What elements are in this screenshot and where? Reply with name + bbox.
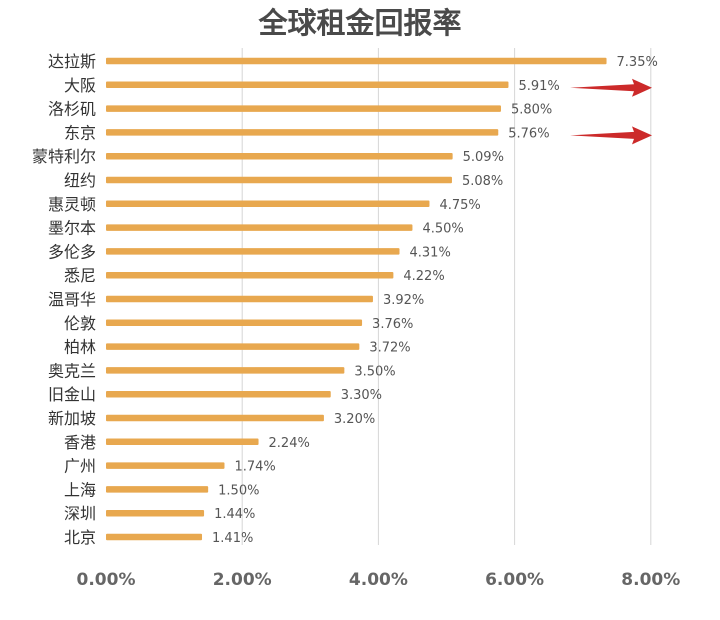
category-label-20: 北京 [64,528,96,547]
bar-13 [106,367,345,374]
bar-20 [106,533,203,541]
x-tick-label-3: 6.00% [485,570,544,590]
bar-15 [106,414,324,422]
bar-14 [106,390,331,398]
category-label-6: 惠灵顿 [48,195,96,214]
value-label-15: 3.20% [334,412,375,427]
category-label-12: 柏林 [64,338,96,357]
category-label-18: 上海 [64,480,96,499]
x-tick-label-1: 2.00% [213,570,272,590]
bar-9 [106,271,394,279]
value-label-7: 4.50% [422,222,463,237]
category-label-7: 墨尔本 [48,219,96,238]
bar-1 [106,81,509,89]
value-label-8: 4.31% [410,245,451,260]
category-label-1: 大阪 [64,76,96,95]
value-label-4: 5.09% [463,150,504,165]
bar-5 [106,176,452,184]
x-tick-label-4: 8.00% [621,570,680,590]
bar-0 [106,57,607,65]
category-label-19: 深圳 [64,504,96,523]
category-label-17: 广州 [64,457,96,476]
value-label-20: 1.41% [212,531,253,546]
value-label-14: 3.30% [341,388,382,403]
bar-6 [106,200,430,208]
category-label-11: 伦敦 [64,314,96,333]
value-label-0: 7.35% [617,55,658,70]
category-label-15: 新加坡 [48,409,96,428]
bar-3 [106,129,499,136]
bar-8 [106,248,400,255]
bar-11 [106,319,363,327]
highlight-arrow-icon-1 [570,126,652,145]
category-label-9: 悉尼 [64,266,96,285]
x-tick-label-0: 0.00% [77,570,136,590]
category-label-8: 多伦多 [48,242,96,261]
x-tick-label-2: 4.00% [349,570,408,590]
bar-16 [106,438,259,446]
bar-10 [106,295,373,303]
bar-18 [106,486,209,493]
value-label-16: 2.24% [269,436,310,451]
category-label-10: 温哥华 [48,290,96,309]
category-label-13: 奥克兰 [48,361,96,380]
chart-title: 全球租金回报率 [257,6,461,40]
category-label-14: 旧金山 [48,385,96,404]
value-label-6: 4.75% [439,198,480,213]
bar-2 [106,105,501,112]
value-label-2: 5.80% [511,103,552,118]
value-label-17: 1.74% [234,460,275,475]
value-label-11: 3.76% [372,317,413,332]
value-label-18: 1.50% [218,483,259,498]
value-label-9: 4.22% [403,269,444,284]
category-label-2: 洛杉矶 [48,100,96,119]
value-label-10: 3.92% [383,293,424,308]
bar-17 [106,462,225,469]
category-label-3: 东京 [64,123,96,142]
value-label-1: 5.91% [518,79,559,94]
category-label-5: 纽约 [64,171,96,190]
value-label-3: 5.76% [508,126,549,141]
bar-4 [106,152,453,160]
bar-19 [106,509,205,517]
value-label-12: 3.72% [369,341,410,356]
category-label-4: 蒙特利尔 [32,147,96,166]
value-label-5: 5.08% [462,174,503,189]
value-label-19: 1.44% [214,507,255,522]
category-label-0: 达拉斯 [48,52,96,71]
category-label-16: 香港 [64,433,96,452]
highlight-arrow-icon-0 [570,78,652,97]
value-label-13: 3.50% [354,364,395,379]
bar-7 [106,224,413,231]
bar-12 [106,343,360,350]
